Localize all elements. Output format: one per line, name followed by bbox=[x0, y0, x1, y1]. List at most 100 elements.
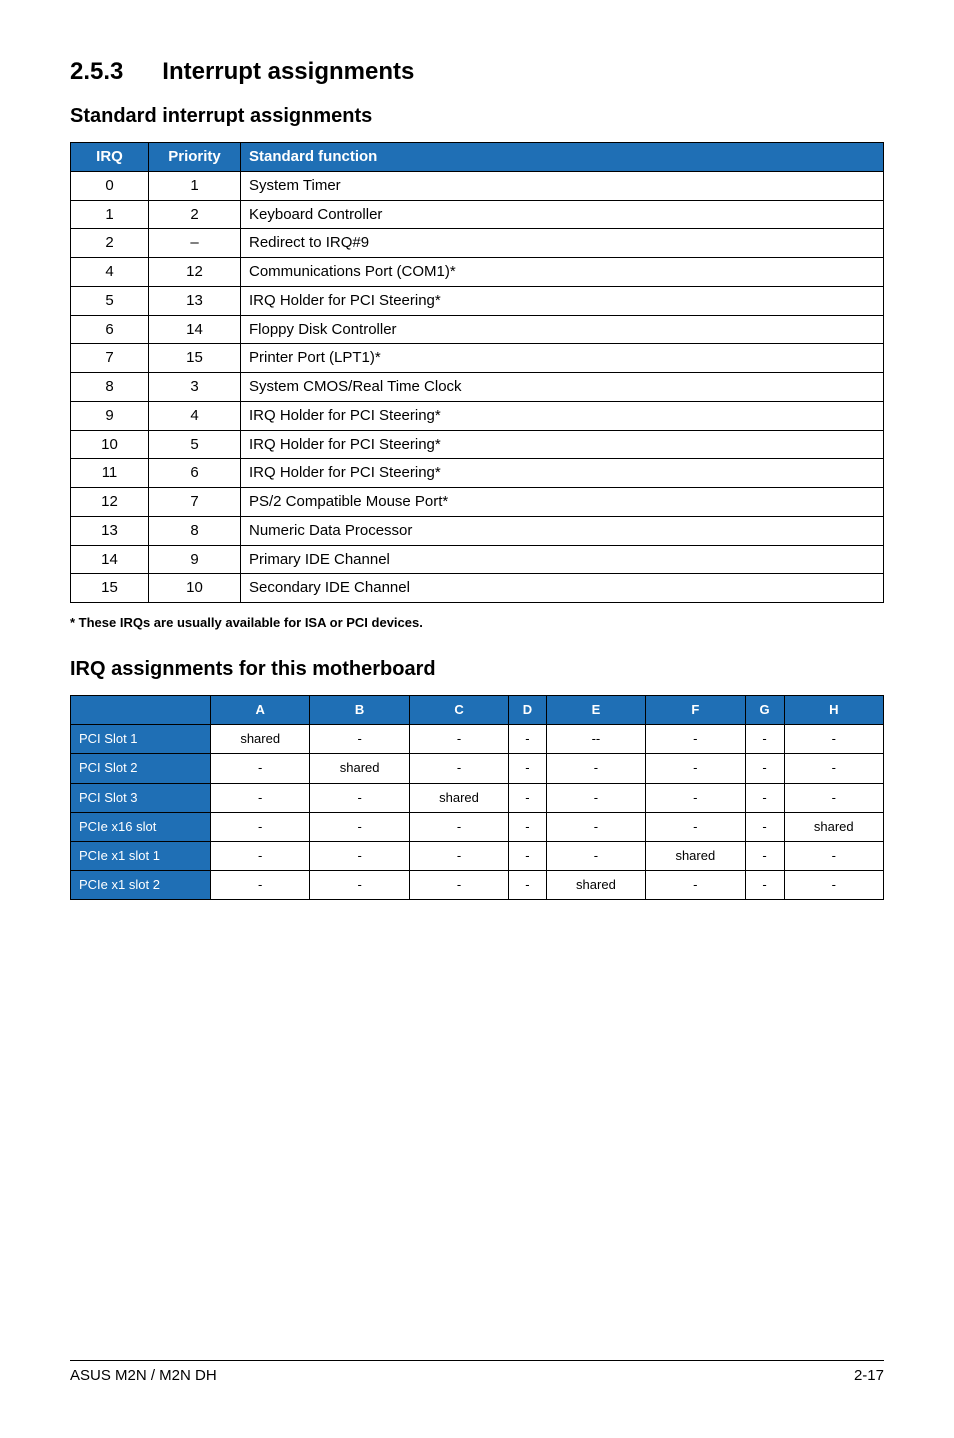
irq-cell-prio: 6 bbox=[149, 459, 241, 488]
table-row: PCI Slot 2-shared------ bbox=[71, 754, 884, 783]
irq-cell-prio: 12 bbox=[149, 258, 241, 287]
irq-cell-irq: 6 bbox=[71, 315, 149, 344]
assignment-cell: - bbox=[784, 841, 883, 870]
irq-cell-func: Secondary IDE Channel bbox=[241, 574, 884, 603]
assignment-cell: - bbox=[784, 871, 883, 900]
assignment-row-label: PCIe x1 slot 1 bbox=[71, 841, 211, 870]
footer-right: 2-17 bbox=[854, 1367, 884, 1384]
assignment-cell: - bbox=[745, 725, 784, 754]
table-row: 2–Redirect to IRQ#9 bbox=[71, 229, 884, 258]
irq-cell-func: IRQ Holder for PCI Steering* bbox=[241, 401, 884, 430]
footer-left: ASUS M2N / M2N DH bbox=[70, 1367, 217, 1384]
section-heading: 2.5.3 Interrupt assignments bbox=[70, 50, 884, 87]
irq-table: IRQ Priority Standard function 01System … bbox=[70, 142, 884, 603]
assignment-cell: - bbox=[509, 725, 547, 754]
table-row: 412Communications Port (COM1)* bbox=[71, 258, 884, 287]
table-row: 715Printer Port (LPT1)* bbox=[71, 344, 884, 373]
irq-cell-prio: 5 bbox=[149, 430, 241, 459]
assignment-cell: - bbox=[409, 812, 508, 841]
irq-cell-irq: 4 bbox=[71, 258, 149, 287]
table-row: PCIe x1 slot 2----shared--- bbox=[71, 871, 884, 900]
table-row: 149Primary IDE Channel bbox=[71, 545, 884, 574]
table-row: 138Numeric Data Processor bbox=[71, 516, 884, 545]
section-title: Interrupt assignments bbox=[162, 58, 414, 85]
assignment-cell: - bbox=[646, 871, 745, 900]
assignment-cell: - bbox=[509, 812, 547, 841]
assignment-col-header: H bbox=[784, 696, 883, 725]
irq-cell-func: IRQ Holder for PCI Steering* bbox=[241, 286, 884, 315]
assignment-cell: - bbox=[646, 754, 745, 783]
irq-cell-irq: 1 bbox=[71, 200, 149, 229]
section-number: 2.5.3 bbox=[70, 58, 123, 85]
irq-cell-func: Keyboard Controller bbox=[241, 200, 884, 229]
irq-cell-irq: 13 bbox=[71, 516, 149, 545]
assignment-cell: - bbox=[509, 754, 547, 783]
irq-cell-prio: 1 bbox=[149, 171, 241, 200]
irq-cell-prio: 13 bbox=[149, 286, 241, 315]
subheading-assignments: IRQ assignments for this motherboard bbox=[70, 658, 884, 681]
irq-cell-irq: 0 bbox=[71, 171, 149, 200]
irq-cell-irq: 14 bbox=[71, 545, 149, 574]
table-row: 614Floppy Disk Controller bbox=[71, 315, 884, 344]
irq-cell-irq: 5 bbox=[71, 286, 149, 315]
assignment-cell: - bbox=[409, 725, 508, 754]
assignment-cell: - bbox=[211, 841, 310, 870]
assignment-row-label: PCI Slot 1 bbox=[71, 725, 211, 754]
assignment-cell: - bbox=[646, 783, 745, 812]
assignment-row-label: PCI Slot 2 bbox=[71, 754, 211, 783]
assignment-cell: - bbox=[745, 783, 784, 812]
irq-cell-prio: 7 bbox=[149, 488, 241, 517]
assignment-col-header: G bbox=[745, 696, 784, 725]
irq-header-function: Standard function bbox=[241, 143, 884, 172]
assignment-cell: - bbox=[784, 754, 883, 783]
irq-cell-irq: 2 bbox=[71, 229, 149, 258]
irq-cell-func: Numeric Data Processor bbox=[241, 516, 884, 545]
table-row: 01System Timer bbox=[71, 171, 884, 200]
irq-cell-prio: 14 bbox=[149, 315, 241, 344]
irq-cell-func: PS/2 Compatible Mouse Port* bbox=[241, 488, 884, 517]
irq-cell-prio: 3 bbox=[149, 373, 241, 402]
assignment-cell: - bbox=[211, 871, 310, 900]
table-row: 513IRQ Holder for PCI Steering* bbox=[71, 286, 884, 315]
assignment-cell: - bbox=[745, 841, 784, 870]
irq-cell-func: System Timer bbox=[241, 171, 884, 200]
page-footer: ASUS M2N / M2N DH 2-17 bbox=[70, 1360, 884, 1384]
subheading-standard: Standard interrupt assignments bbox=[70, 105, 884, 128]
assignment-cell: - bbox=[509, 871, 547, 900]
assignment-cell: - bbox=[509, 783, 547, 812]
irq-cell-irq: 15 bbox=[71, 574, 149, 603]
assignment-cell: - bbox=[211, 783, 310, 812]
assignment-cell: - bbox=[310, 841, 409, 870]
irq-cell-func: IRQ Holder for PCI Steering* bbox=[241, 430, 884, 459]
assignment-row-label: PCIe x1 slot 2 bbox=[71, 871, 211, 900]
irq-cell-func: Primary IDE Channel bbox=[241, 545, 884, 574]
irq-cell-prio: 2 bbox=[149, 200, 241, 229]
table-row: 94IRQ Holder for PCI Steering* bbox=[71, 401, 884, 430]
irq-cell-prio: 9 bbox=[149, 545, 241, 574]
assignment-col-header: F bbox=[646, 696, 745, 725]
irq-cell-func: IRQ Holder for PCI Steering* bbox=[241, 459, 884, 488]
assignment-cell: - bbox=[646, 812, 745, 841]
irq-cell-irq: 9 bbox=[71, 401, 149, 430]
irq-cell-prio: 4 bbox=[149, 401, 241, 430]
irq-cell-func: Floppy Disk Controller bbox=[241, 315, 884, 344]
table-row: 127PS/2 Compatible Mouse Port* bbox=[71, 488, 884, 517]
assignment-cell: shared bbox=[310, 754, 409, 783]
table-row: 105IRQ Holder for PCI Steering* bbox=[71, 430, 884, 459]
assignment-cell: shared bbox=[546, 871, 645, 900]
table-row: PCI Slot 1shared-------- bbox=[71, 725, 884, 754]
assignment-row-label: PCI Slot 3 bbox=[71, 783, 211, 812]
irq-footnote: * These IRQs are usually available for I… bbox=[70, 615, 884, 630]
assignment-col-header: B bbox=[310, 696, 409, 725]
assignment-cell: shared bbox=[784, 812, 883, 841]
assignment-cell: -- bbox=[546, 725, 645, 754]
assignment-cell: - bbox=[646, 725, 745, 754]
assignment-col-header: A bbox=[211, 696, 310, 725]
assignment-col-header: D bbox=[509, 696, 547, 725]
table-row: 1510Secondary IDE Channel bbox=[71, 574, 884, 603]
irq-cell-func: Printer Port (LPT1)* bbox=[241, 344, 884, 373]
irq-cell-func: Redirect to IRQ#9 bbox=[241, 229, 884, 258]
assignment-cell: - bbox=[310, 812, 409, 841]
assignment-cell: - bbox=[211, 754, 310, 783]
assignment-cell: - bbox=[409, 754, 508, 783]
